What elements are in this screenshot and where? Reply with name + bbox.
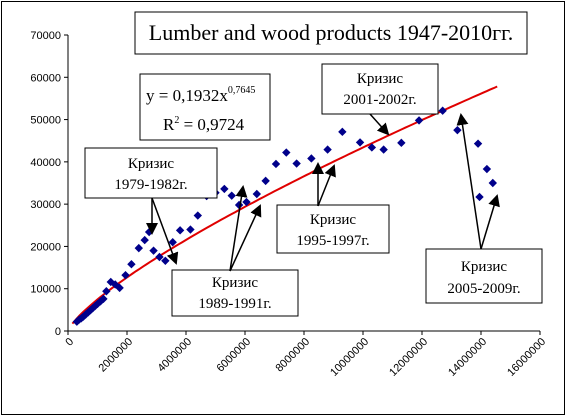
annotation-2005-line2: 2005-2009г. xyxy=(447,281,520,297)
annotation-crisis-1995: Кризис 1995-1997г. xyxy=(276,162,390,254)
data-point xyxy=(473,139,483,148)
r2-value: = 0,9724 xyxy=(179,115,244,134)
data-point xyxy=(292,159,301,168)
annotation-1995-line2: 1995-1997г. xyxy=(296,233,369,249)
data-point xyxy=(438,106,447,115)
data-point xyxy=(115,283,124,293)
arrow-2001 xyxy=(369,113,390,136)
power-trend-line xyxy=(71,85,498,325)
data-point xyxy=(282,148,291,157)
chart-title: Lumber and wood products 1947-2010гг. xyxy=(149,20,513,45)
trend-r-squared: R2 = 0,9724 xyxy=(163,115,245,134)
annotation-2001-line2: 2001-2002г. xyxy=(343,92,416,108)
data-point xyxy=(307,154,316,163)
data-point xyxy=(168,238,177,247)
trend-equation: y = 0,1932x0,7645 xyxy=(146,85,255,105)
y-tick-label: 10000 xyxy=(30,284,61,296)
data-point xyxy=(134,243,143,253)
data-point xyxy=(81,310,90,319)
data-point xyxy=(140,235,149,245)
annotation-1989-line2: 1989-1991г. xyxy=(198,296,271,312)
y-tick-label: 40000 xyxy=(30,157,61,169)
data-point xyxy=(367,143,377,152)
annotation-crisis-2001: Кризис 2001-2002г. xyxy=(321,63,439,136)
annotation-1995-line1: Кризис xyxy=(310,212,356,228)
annotation-crisis-1989: Кризис 1989-1991г. xyxy=(171,185,299,317)
data-point xyxy=(338,127,347,137)
data-point xyxy=(86,306,95,315)
data-point xyxy=(149,246,158,255)
data-point xyxy=(323,145,332,154)
data-point xyxy=(79,312,88,321)
data-point xyxy=(175,226,185,235)
annotation-2001-line1: Кризис xyxy=(357,71,403,87)
arrow-2005-b xyxy=(480,194,500,250)
data-point xyxy=(252,189,261,199)
arrow-2005-a xyxy=(456,113,482,250)
equation-box: y = 0,1932x0,7645 R2 = 0,9724 xyxy=(139,73,271,141)
y-tick-label: 70000 xyxy=(30,30,61,42)
r2-superscript: 2 xyxy=(174,115,179,126)
y-tick-label: 20000 xyxy=(30,241,61,253)
data-point xyxy=(220,184,229,194)
trend-equation-exponent: 0,7645 xyxy=(228,85,256,96)
data-point xyxy=(121,270,130,280)
y-tick-label: 0 xyxy=(55,326,61,338)
data-point xyxy=(261,176,270,186)
data-point xyxy=(482,164,492,174)
data-point xyxy=(397,138,406,148)
annotation-1989-line1: Кризис xyxy=(212,275,258,291)
data-point xyxy=(155,252,164,262)
r2-label: R xyxy=(163,115,175,134)
data-point xyxy=(186,225,195,234)
data-point xyxy=(453,125,462,135)
data-point xyxy=(271,159,281,169)
y-axis-ticks: 0 10000 20000 30000 40000 50000 60000 70000 xyxy=(30,30,68,338)
annotation-1979-line2: 1979-1982г. xyxy=(114,177,187,193)
data-point xyxy=(488,178,497,188)
data-point xyxy=(193,211,202,220)
data-point xyxy=(414,116,424,125)
data-point xyxy=(99,294,108,304)
data-point xyxy=(355,138,365,147)
arrow-1995-b xyxy=(317,164,336,207)
y-tick-label: 60000 xyxy=(30,72,61,84)
trend-equation-main: y = 0,1932x xyxy=(146,86,228,105)
data-point xyxy=(379,145,388,154)
annotation-2005-line1: Кризис xyxy=(461,259,507,275)
annotation-1979-line1: Кризис xyxy=(128,156,174,172)
data-point xyxy=(83,308,93,317)
chart-title-box: Lumber and wood products 1947-2010гг. xyxy=(134,11,528,55)
arrow-1989-b xyxy=(229,204,262,272)
data-point xyxy=(72,317,82,326)
data-point xyxy=(242,197,251,207)
arrow-1989-a xyxy=(229,185,248,272)
arrow-1979-b xyxy=(151,197,179,265)
data-point xyxy=(227,191,236,200)
data-point xyxy=(475,192,484,202)
data-point xyxy=(102,287,111,296)
annotation-crisis-1979: Кризис 1979-1982г. xyxy=(84,147,218,265)
y-tick-label: 50000 xyxy=(30,115,61,127)
y-tick-label: 30000 xyxy=(30,199,61,211)
data-point xyxy=(127,259,136,269)
annotation-crisis-2005: Кризис 2005-2009г. xyxy=(425,113,543,304)
